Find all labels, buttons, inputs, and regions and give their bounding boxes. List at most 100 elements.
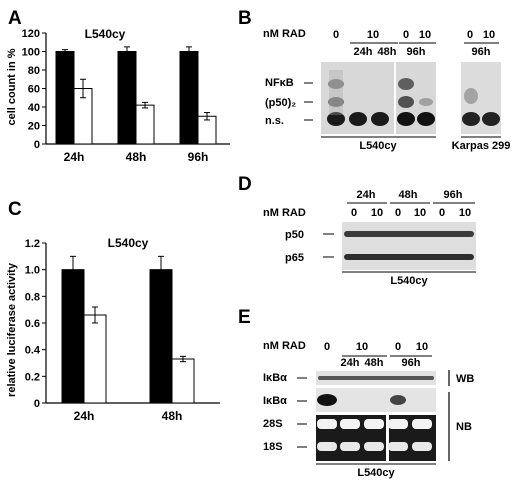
panel-a-title: L540cy xyxy=(85,27,126,41)
panel-b-dose-10: 10 xyxy=(367,29,379,41)
panel-e-28s-band xyxy=(388,419,408,429)
panel-c-ylabel: relative luciferase activity xyxy=(6,262,18,397)
c-ytick-label: 1.0 xyxy=(25,265,40,277)
c-ytick-label: 0 xyxy=(34,398,40,410)
panel-d-dose-2: 10 xyxy=(371,207,383,219)
panel-b-dose-0b: 0 xyxy=(403,29,409,41)
c-ytick-label: 0.6 xyxy=(25,318,40,330)
panel-a-letter: A xyxy=(8,8,22,29)
panel-e-28s-band xyxy=(340,419,360,429)
panel-e-time-48h: 48h xyxy=(365,357,384,369)
panel-e-band-ikba-nb: IκBα xyxy=(263,395,287,407)
panel-d-band-p65: p65 xyxy=(285,252,304,264)
panel-e-28s-band xyxy=(412,419,432,429)
panel-d-p50-band xyxy=(344,231,474,237)
c-bar xyxy=(83,314,107,404)
panel-e-18s-band xyxy=(412,442,432,451)
panel-e-dose-0: 0 xyxy=(324,341,330,353)
panel-e-18s-band xyxy=(317,442,337,451)
a-ytick-label: 100 xyxy=(22,47,40,59)
panel-c-bars xyxy=(61,255,195,404)
c-xtick-label: 24h xyxy=(74,409,95,423)
panel-c-letter: C xyxy=(8,199,22,220)
panel-e-group-wb: WB xyxy=(456,373,474,385)
panel-d-letter: D xyxy=(238,174,252,195)
panel-a: A L540cy cell count in % 0 20 40 60 80 100 120… xyxy=(6,8,230,164)
a-bar xyxy=(179,51,199,145)
panel-d-dose-5: 0 xyxy=(439,207,445,219)
panel-e-18s-band xyxy=(364,442,384,451)
c-bar xyxy=(149,269,173,404)
panel-b-dose-10c: 10 xyxy=(483,29,495,41)
panel-e-time-24h: 24h xyxy=(341,357,360,369)
panel-d-p65-band xyxy=(344,254,474,260)
panel-b-cellline-karpas: Karpas 299 xyxy=(452,140,511,152)
panel-b-time-96h: 96h xyxy=(407,46,426,58)
panel-d-dose-6: 10 xyxy=(459,207,471,219)
c-ytick-label: 1.2 xyxy=(25,238,40,250)
panel-b-band-nfkb: NFκB xyxy=(265,77,294,89)
panel-e-28s-band xyxy=(317,419,337,429)
panel-c-title: L540cy xyxy=(108,236,149,250)
panel-a-yticks: 0 20 40 60 80 100 120 xyxy=(22,28,46,151)
panel-d-blot xyxy=(342,222,476,270)
panel-e-band-28s: 28S xyxy=(263,418,283,430)
panel-a-xticks: 24h 48h 96h xyxy=(64,150,209,164)
panel-e-18s-band xyxy=(388,442,408,451)
panel-b-time-48h: 48h xyxy=(378,46,397,58)
panel-b-dose-0c: 0 xyxy=(467,29,473,41)
panel-b-cellline-l540: L540cy xyxy=(359,140,397,152)
panel-e-nb-band-96h xyxy=(390,395,406,405)
a-bar xyxy=(135,104,155,145)
a-ytick-label: 120 xyxy=(22,28,40,40)
panel-d-rad-label: nM RAD xyxy=(263,207,306,219)
panel-b-dose-10b: 10 xyxy=(419,29,431,41)
a-xtick-label: 24h xyxy=(64,150,85,164)
panel-b-gel-3 xyxy=(461,62,501,134)
panel-b-gel-1 xyxy=(321,62,394,134)
a-bar xyxy=(117,51,137,145)
panel-d-time-96h: 96h xyxy=(444,189,463,201)
c-ytick-label: 0.4 xyxy=(25,345,41,357)
a-xtick-label: 96h xyxy=(188,150,209,164)
panel-e-time-96h: 96h xyxy=(402,357,421,369)
panel-d-dose-4: 10 xyxy=(414,207,426,219)
panel-b-letter: B xyxy=(238,8,252,29)
panel-e-letter: E xyxy=(238,307,251,328)
panel-e: E nM RAD 0 10 24h 48h 0 10 96h IκBα IκBα… xyxy=(238,307,474,479)
panel-c-yticks: 0 0.2 0.4 0.6 0.8 1.0 1.2 xyxy=(25,238,46,410)
panel-c-xticks: 24h 48h xyxy=(74,409,183,423)
panel-d: D 24h 48h 96h nM RAD 0 10 0 10 0 10 p50 … xyxy=(238,174,476,287)
c-bar xyxy=(61,269,85,404)
panel-e-cellline: L540cy xyxy=(357,467,395,479)
panel-d-dose-3: 0 xyxy=(395,207,401,219)
panel-e-band-18s: 18S xyxy=(263,441,283,453)
a-xtick-label: 48h xyxy=(126,150,147,164)
panel-a-bars xyxy=(55,46,217,145)
panel-b-rad-label: nM RAD xyxy=(263,28,306,40)
c-bar xyxy=(171,358,195,404)
panel-e-dose-0b: 0 xyxy=(395,341,401,353)
panel-d-dose-1: 0 xyxy=(351,207,357,219)
panel-d-band-p50: p50 xyxy=(285,229,304,241)
panel-b-gel-2 xyxy=(396,62,436,134)
c-ytick-label: 0.2 xyxy=(25,371,40,383)
panel-b: B nM RAD 0 10 24h 48h 0 10 96h 0 10 96h xyxy=(238,8,510,152)
panel-e-band-ikba-wb: IκBα xyxy=(263,372,287,384)
panel-e-rrna-bands xyxy=(317,419,432,451)
panel-e-group-nb: NB xyxy=(456,421,472,433)
panel-d-time-48h: 48h xyxy=(399,189,418,201)
panel-c: C L540cy relative luciferase activity 0 0… xyxy=(6,199,220,423)
panel-d-time-24h: 24h xyxy=(357,189,376,201)
a-ytick-label: 60 xyxy=(28,84,40,96)
a-ytick-label: 20 xyxy=(28,121,40,133)
panel-e-dose-10: 10 xyxy=(356,341,368,353)
panel-d-cellline: L540cy xyxy=(390,275,428,287)
a-ytick-label: 40 xyxy=(28,102,40,114)
panel-e-nb-band-0 xyxy=(317,394,337,406)
panel-b-time-96h-karpas: 96h xyxy=(472,46,491,58)
panel-b-band-p50: (p50)₂ xyxy=(265,97,296,109)
a-bar xyxy=(55,51,75,145)
c-xtick-label: 48h xyxy=(162,409,183,423)
